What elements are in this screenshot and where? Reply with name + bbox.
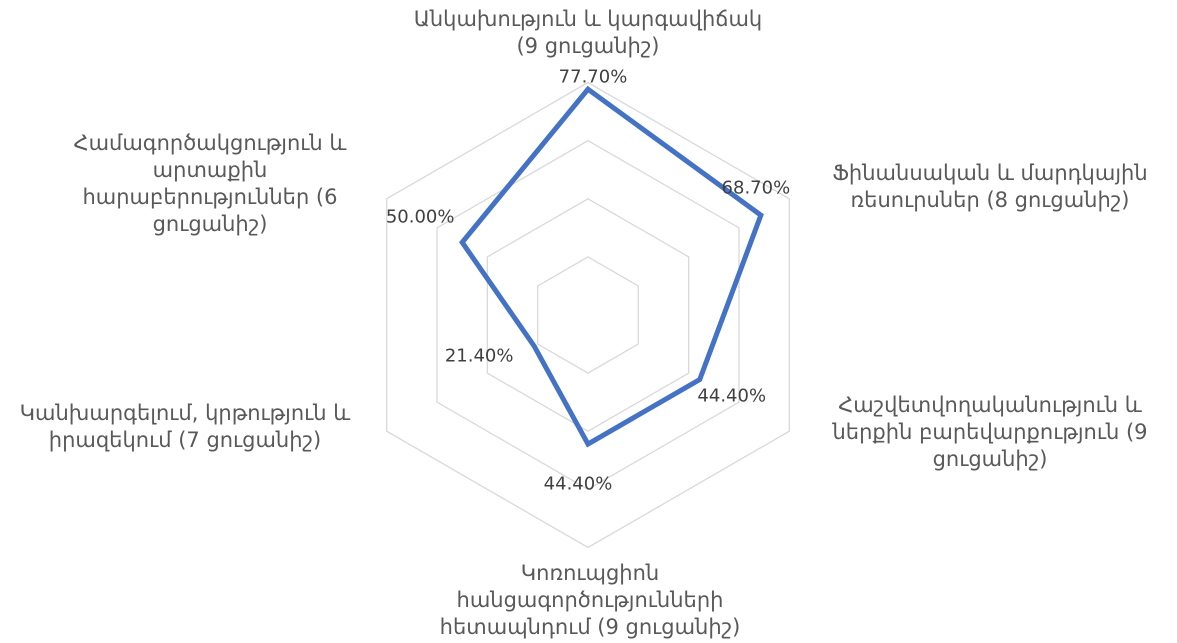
axis-label: Հաշվետվողականություն և ներքին բարեվարքու… [832,393,1148,471]
value-label: 44.40% [543,473,613,495]
value-label: 21.40% [444,345,514,367]
value-label: 50.00% [385,206,455,228]
grid-ring [486,198,690,432]
value-label: 77.70% [558,66,628,88]
grid-ring [436,139,740,491]
axis-label: Կոռուպցիոն հանցագործությունների հետապնդո… [439,561,741,639]
axis-label: Կանխարգելում, կրթություն և իրազեկում (7 … [19,401,351,452]
grid-ring [386,81,790,549]
grid-ring [537,256,639,374]
axis-label: Ֆինանսական և մարդկային ռեսուրսներ (8 ցու… [832,161,1148,212]
axis-label: Անկախություն և կարգավիճակ (9 ցուցանիշ) [413,7,763,58]
value-label: 44.40% [697,385,767,406]
axis-label: Համագործակցություն և արտաքին հարաբերությ… [73,131,347,236]
value-label: 68.70% [721,177,791,199]
data-line [459,85,764,448]
